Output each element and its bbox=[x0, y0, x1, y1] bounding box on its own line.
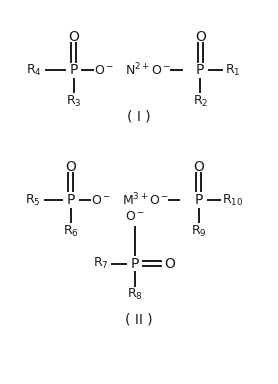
Text: ( I ): ( I ) bbox=[127, 109, 151, 123]
Text: O: O bbox=[195, 30, 206, 45]
Text: O$^-$: O$^-$ bbox=[149, 194, 169, 207]
Text: O: O bbox=[65, 160, 76, 174]
Text: R$_9$: R$_9$ bbox=[191, 223, 207, 239]
Text: R$_6$: R$_6$ bbox=[63, 223, 79, 239]
Text: R$_2$: R$_2$ bbox=[193, 94, 208, 109]
Text: P: P bbox=[195, 193, 203, 207]
Text: R$_5$: R$_5$ bbox=[25, 192, 41, 208]
Text: R$_8$: R$_8$ bbox=[127, 287, 143, 302]
Text: ( II ): ( II ) bbox=[125, 312, 153, 326]
Text: R$_{10}$: R$_{10}$ bbox=[222, 192, 244, 208]
Text: P: P bbox=[131, 257, 139, 271]
Text: R$_4$: R$_4$ bbox=[26, 63, 42, 78]
Text: O$^-$: O$^-$ bbox=[91, 194, 111, 207]
Text: M$^{3+}$: M$^{3+}$ bbox=[122, 192, 148, 209]
Text: O: O bbox=[68, 30, 79, 45]
Text: N$^{2+}$: N$^{2+}$ bbox=[125, 62, 150, 79]
Text: O$^-$: O$^-$ bbox=[151, 64, 171, 77]
Text: R$_1$: R$_1$ bbox=[225, 63, 241, 78]
Text: O: O bbox=[164, 257, 175, 271]
Text: R$_3$: R$_3$ bbox=[66, 94, 81, 109]
Text: O$^-$: O$^-$ bbox=[125, 210, 145, 223]
Text: P: P bbox=[70, 63, 78, 77]
Text: R$_7$: R$_7$ bbox=[93, 256, 109, 271]
Text: P: P bbox=[196, 63, 205, 77]
Text: O: O bbox=[193, 160, 204, 174]
Text: O$^-$: O$^-$ bbox=[94, 64, 114, 77]
Text: P: P bbox=[67, 193, 75, 207]
